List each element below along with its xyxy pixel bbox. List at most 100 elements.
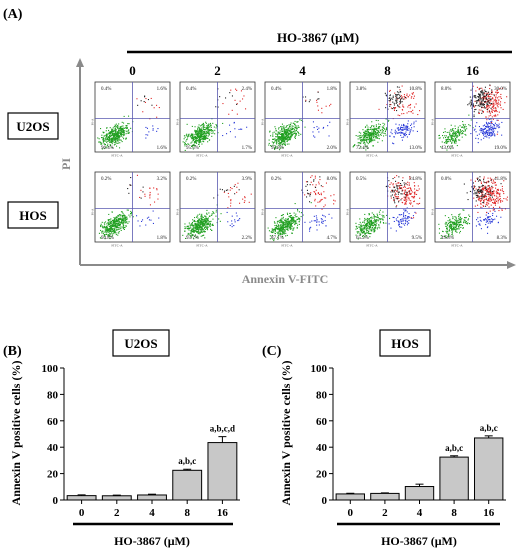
- bar-4: [404, 486, 435, 501]
- quadrant-ul-percent: 8.0%: [441, 87, 451, 92]
- chart-c-y-axis-label: Annexin V positive cells (%): [279, 361, 293, 506]
- x-tick-label: 0: [348, 507, 354, 519]
- plot-y-label: PI-A: [176, 208, 180, 215]
- quadrant-ll-percent: 43.0%: [441, 146, 454, 151]
- quadrant-ur-percent: 3.9%: [242, 177, 252, 182]
- row-label-hos: HOS: [19, 208, 46, 223]
- quadrant-ll-percent: 87.1%: [271, 236, 284, 241]
- flow-plot-u2os-2: 0.4% 2.4% 95.5% 1.7% PI-A FITC-A: [176, 81, 256, 158]
- flow-plot-hos-4: 0.2% 8.0% 87.1% 4.7% PI-A FITC-A: [261, 171, 341, 248]
- bar-16: [207, 442, 238, 501]
- panel-a-treatment-title: HO-3867 (μM): [277, 30, 359, 45]
- pi-axis-title: PI: [59, 158, 73, 170]
- quadrant-ul-percent: 0.4%: [186, 87, 196, 92]
- significance-label: a,b,c,d: [210, 424, 235, 434]
- plot-x-label: FITC-A: [196, 154, 208, 158]
- bar-8: [439, 456, 469, 501]
- flow-dots: [182, 88, 248, 151]
- quadrant-ll-percent: 95.8%: [271, 146, 284, 151]
- pi-axis-arrow: [76, 58, 84, 67]
- flow-plot-hos-8: 0.5% 24.8% 65.2% 9.5% PI-A FITC-A: [346, 171, 426, 248]
- panel-c-label: (C): [262, 344, 282, 359]
- quadrant-lr-percent: 9.5%: [412, 236, 422, 241]
- bar-4: [137, 494, 167, 501]
- y-tick-label: 0: [322, 495, 328, 507]
- chart-b-x-axis-label: HO-3867 (μM): [114, 534, 190, 548]
- chart-c-title-box: [379, 329, 431, 357]
- quadrant-lr-percent: 1.6%: [157, 146, 167, 151]
- flow-dots: [267, 175, 336, 242]
- quadrant-ul-percent: 0.4%: [271, 87, 281, 92]
- flow-plot-u2os-8: 3.8% 10.8% 72.4% 13.0% PI-A FITC-A: [346, 81, 426, 158]
- x-tick-label: 16: [217, 507, 229, 519]
- plot-x-label: FITC-A: [196, 244, 208, 248]
- x-tick-label: 8: [184, 507, 190, 519]
- plot-x-label: FITC-A: [366, 244, 378, 248]
- flow-dots: [268, 91, 332, 151]
- bar-0: [66, 495, 97, 501]
- quadrant-ur-percent: 24.8%: [409, 177, 422, 182]
- row-label-u2os: U2OS: [16, 119, 49, 134]
- flow-cytometry-grid: 0.4% 1.6% 96.4% 1.6% PI-A FITC-A 0.4% 2.4% 95.5%…: [91, 81, 511, 248]
- chart-b-y-axis-label: Annexin V positive cells (%): [9, 361, 23, 506]
- flow-plot-u2os-16: 8.0% 30.0% 43.0% 19.0% PI-A FITC-A: [431, 81, 511, 158]
- flow-dots: [438, 176, 508, 239]
- flow-dots: [97, 95, 160, 150]
- plot-y-label: PI-A: [346, 208, 350, 215]
- y-tick-label: 40: [316, 442, 328, 454]
- fitc-axis-arrow: [507, 261, 516, 269]
- flow-dots: [438, 84, 508, 151]
- plot-x-label: FITC-A: [366, 154, 378, 158]
- dose-label: 8: [384, 63, 391, 78]
- dose-label: 2: [214, 63, 221, 78]
- quadrant-lr-percent: 1.8%: [157, 236, 167, 241]
- row-box-u2os: [7, 112, 59, 140]
- quadrant-ul-percent: 0.2%: [101, 177, 111, 182]
- plot-x-label: FITC-A: [111, 244, 123, 248]
- quadrant-lr-percent: 1.7%: [242, 146, 252, 151]
- plot-y-label: PI-A: [176, 118, 180, 125]
- plot-y-label: PI-A: [346, 118, 350, 125]
- plot-x-label: FITC-A: [281, 244, 293, 248]
- quadrant-ur-percent: 10.8%: [409, 87, 422, 92]
- y-tick-label: 80: [316, 389, 328, 401]
- quadrant-ul-percent: 0.2%: [186, 177, 196, 182]
- quadrant-lr-percent: 13.0%: [409, 146, 422, 151]
- plot-x-label: FITC-A: [451, 154, 463, 158]
- quadrant-ll-percent: 93.7%: [186, 236, 199, 241]
- plot-x-label: FITC-A: [451, 244, 463, 248]
- chart-b-title: U2OS: [124, 336, 157, 351]
- x-tick-label: 16: [483, 507, 495, 519]
- plot-y-label: PI-A: [261, 118, 265, 125]
- quadrant-ul-percent: 3.8%: [356, 87, 366, 92]
- quadrant-ul-percent: 0.4%: [101, 87, 111, 92]
- quadrant-lr-percent: 2.2%: [242, 236, 252, 241]
- plot-y-label: PI-A: [91, 118, 95, 125]
- x-tick-label: 4: [149, 507, 155, 519]
- bar-8: [172, 469, 203, 501]
- quadrant-ul-percent: 0.5%: [356, 177, 366, 182]
- quadrant-ul-percent: 0.0%: [441, 177, 451, 182]
- plot-x-label: FITC-A: [111, 154, 123, 158]
- flow-dots: [182, 182, 252, 240]
- quadrant-ll-percent: 96.4%: [101, 146, 114, 151]
- quadrant-ur-percent: 1.6%: [157, 87, 167, 92]
- panel-b-label: (B): [3, 344, 22, 359]
- quadrant-lr-percent: 19.0%: [494, 146, 507, 151]
- quadrant-ll-percent: 94.8%: [101, 236, 114, 241]
- quadrant-lr-percent: 8.3%: [497, 236, 507, 241]
- quadrant-ll-percent: 72.4%: [356, 146, 369, 151]
- chart-b-title-box: [112, 329, 170, 357]
- y-tick-label: 0: [53, 495, 59, 507]
- significance-label: a,b,c: [178, 456, 196, 466]
- dose-labels: 0 2 4 8 16: [129, 63, 479, 78]
- quadrant-ll-percent: 65.2%: [356, 236, 369, 241]
- quadrant-lr-percent: 4.7%: [327, 236, 337, 241]
- fitc-axis-title: Annexin V-FITC: [242, 272, 329, 286]
- quadrant-ur-percent: 8.0%: [327, 177, 337, 182]
- y-tick-label: 100: [311, 363, 328, 375]
- chart-b: 0 20 40 60 80 100 0 2 4 8 a,b,c 16 a,b,c,d: [42, 363, 240, 519]
- x-tick-label: 0: [79, 507, 85, 519]
- y-tick-label: 60: [316, 416, 328, 428]
